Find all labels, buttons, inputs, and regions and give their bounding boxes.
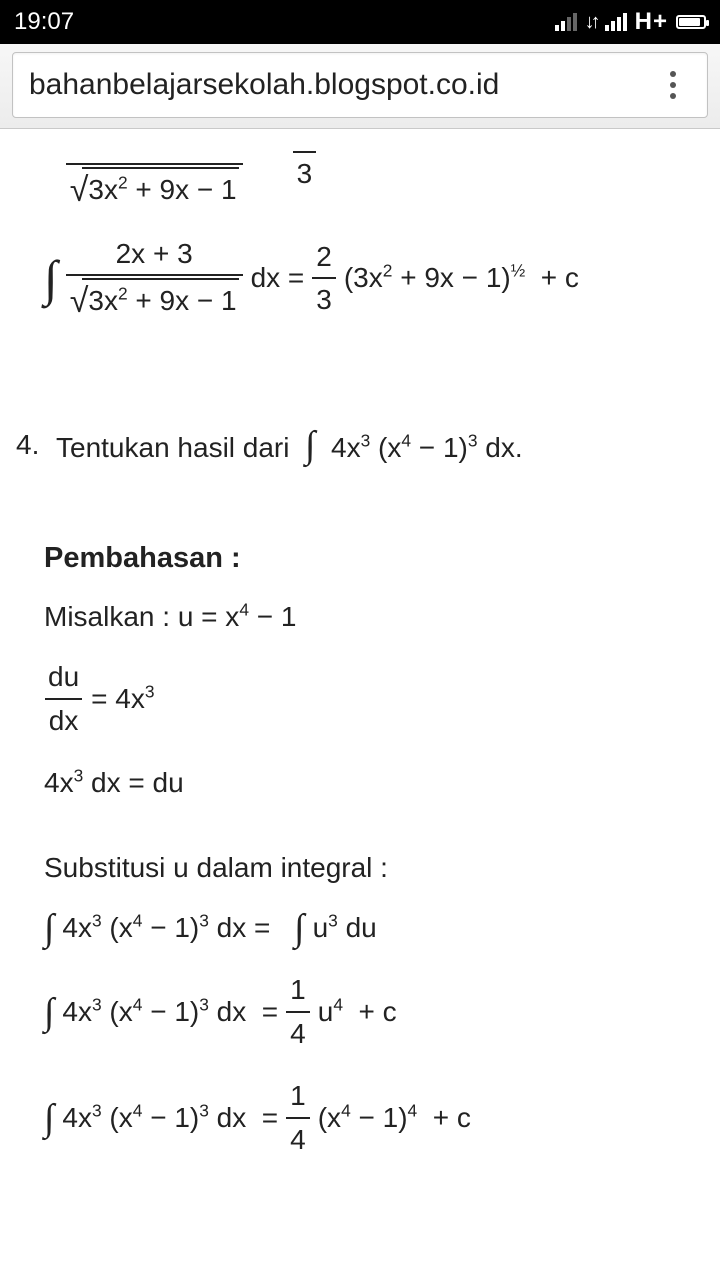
equation-main: ∫ 2x + 3 √3x2 + 9x − 1 dx = 2 3 (3x2 + 9… (44, 235, 692, 323)
network-type: H+ (635, 8, 668, 36)
page-content: ∫ x √3x2 + 9x − 1 3 ∫ 2x + 3 √3x2 + 9x −… (0, 123, 720, 1202)
misalkan-line: Misalkan : u = x4 − 1 (44, 598, 692, 636)
subst-eq-2: ∫ 4x3 (x4 − 1)3 dx = 1 4 u4 + c (44, 971, 692, 1053)
substitusi-title: Substitusi u dalam integral : (44, 849, 692, 887)
question-number: 4. (16, 426, 44, 467)
battery-icon (676, 15, 706, 29)
equation-partial-top: ∫ x √3x2 + 9x − 1 3 (44, 123, 692, 211)
url-bar[interactable]: bahanbelajarsekolah.blogspot.co.id (12, 52, 708, 118)
dudx-line: du dx = 4x3 (44, 658, 692, 740)
question-4: 4. Tentukan hasil dari ∫ 4x3 (x4 − 1)3 d… (16, 426, 692, 467)
status-bar: 19:07 ↓↑ H+ (0, 0, 720, 44)
signal-weak-icon (555, 13, 577, 31)
subst-eq-1: ∫ 4x3 (x4 − 1)3 dx = ∫ u3 du (44, 909, 692, 947)
data-arrows-icon: ↓↑ (585, 11, 597, 34)
integral-symbol: ∫ (44, 253, 58, 303)
subst-eq-3: ∫ 4x3 (x4 − 1)3 dx = 1 4 (x4 − 1)4 + c (44, 1077, 692, 1159)
signal-strong-icon (605, 13, 627, 31)
4x3dx-line: 4x3 dx = du (44, 764, 692, 802)
url-text[interactable]: bahanbelajarsekolah.blogspot.co.id (29, 68, 655, 102)
browser-menu-icon[interactable] (655, 71, 691, 99)
clock: 19:07 (14, 8, 74, 36)
status-right: ↓↑ H+ (555, 8, 706, 36)
pembahasan-title: Pembahasan : (44, 539, 692, 578)
browser-toolbar: bahanbelajarsekolah.blogspot.co.id (0, 44, 720, 129)
